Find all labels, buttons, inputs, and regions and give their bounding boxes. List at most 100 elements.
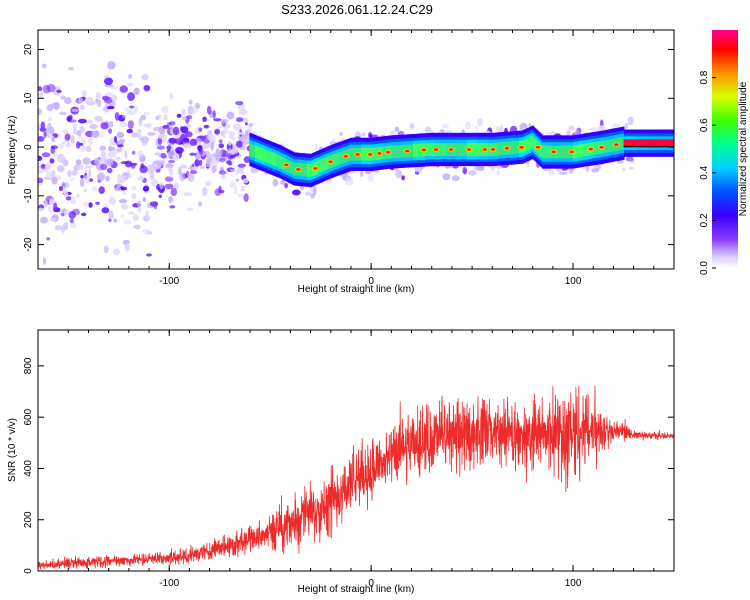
spectrogram-noise-cell (558, 171, 568, 175)
spectrogram-noise-cell (189, 152, 197, 156)
spectrogram-noise-cell (395, 169, 403, 179)
spectrogram-noise-cell (628, 166, 635, 170)
spectrogram-ridge-cell (391, 145, 394, 159)
spectrogram-ridge-cell (456, 143, 458, 156)
spectrogram-noise-cell (248, 123, 254, 127)
spectrogram-ridge-cell (268, 150, 271, 164)
spectrogram-noise-cell (128, 74, 133, 79)
spectrogram-noise-cell (50, 145, 59, 149)
spectrogram-ridge-cell (501, 142, 504, 155)
spectrogram-noise-cell (235, 178, 240, 182)
spectrogram-marks (38, 60, 674, 266)
spectrogram-ridge-cell (414, 144, 416, 157)
spectrogram-noise-cell (75, 164, 84, 170)
spectrogram-noise-cell (238, 109, 248, 116)
spectrogram-noise-cell (152, 126, 162, 132)
spectrogram-ridge-cell (266, 150, 269, 163)
spectrogram-ridge-cell (496, 142, 499, 156)
spectrogram-ridge-cell (534, 137, 536, 151)
spectrogram-ridge-cell (260, 147, 263, 161)
spectrogram-ridge-cell (608, 139, 611, 153)
spectrogram-peak-cell (504, 147, 510, 150)
spectrogram-ridge-cell (566, 145, 568, 159)
spectrogram-noise-cell (206, 105, 212, 115)
spectrogram-noise-cell (51, 136, 56, 143)
spectrogram-noise-cell (47, 116, 53, 122)
colorbar-ticks: 0.0 0.2 0.4 0.6 0.8 (699, 70, 716, 275)
spectrogram-ridge-cell (349, 148, 351, 162)
spectrogram-noise-cell (183, 137, 190, 143)
spectrogram-noise-cell (365, 170, 371, 175)
figure-title: S233.2026.061.12.24.C29 (281, 2, 433, 17)
spectrogram-ridge-cell (309, 164, 311, 177)
spectrogram-noise-cell (156, 160, 165, 166)
spectrogram-xlabel: Height of straight line (km) (298, 284, 415, 295)
spectrogram-ridge-cell (525, 139, 527, 152)
spectrogram-noise-cell (122, 114, 127, 119)
spectrogram-ridge-cell (350, 148, 352, 161)
spectrogram-noise-cell (58, 111, 68, 116)
spectrogram-noise-cell (284, 182, 288, 189)
spectrogram-noise-cell (150, 179, 158, 187)
spectrogram-ridge-cell (578, 144, 581, 158)
spectrogram-ridge-cell (304, 163, 307, 177)
spectrogram-peak-cell (519, 145, 524, 149)
spectrogram-ridge-cell (527, 138, 529, 151)
spectrogram-noise-cell (145, 210, 149, 219)
spectrogram-noise-cell (131, 163, 136, 169)
spectrogram-noise-cell (181, 108, 187, 116)
spectrogram-ridge-cell (301, 163, 304, 177)
spectrogram-ridge-cell (594, 142, 597, 155)
spectrogram-noise-cell (95, 92, 102, 99)
spectrogram-noise-cell (414, 165, 423, 173)
spectrogram-ridge-cell (560, 145, 562, 159)
spectrogram-xtick-label: 0 (368, 276, 374, 287)
spectrogram-noise-cell (526, 159, 530, 168)
spectrogram-noise-cell (211, 155, 216, 165)
spectrogram-ridge-cell (531, 136, 533, 149)
spectrogram-noise-cell (166, 145, 172, 151)
spectrogram-noise-cell (70, 196, 77, 205)
spectrogram-noise-cell (41, 163, 46, 169)
spectrogram-noise-cell (108, 128, 113, 134)
spectrogram-noise-cell (83, 188, 88, 193)
spectrogram-noise-cell (314, 143, 318, 153)
spectrogram-ridge-cell (362, 148, 365, 161)
spectrogram-ridge-cell (427, 143, 429, 157)
spectrogram-ridge-cell (558, 145, 560, 159)
spectrogram-noise-cell (56, 89, 62, 94)
spectrogram-noise-cell (103, 245, 109, 254)
spectrogram-noise-cell (237, 131, 244, 135)
spectrogram-noise-cell (42, 84, 51, 94)
spectrogram-noise-cell (134, 105, 138, 114)
spectrogram-noise-cell (96, 172, 106, 182)
spectrogram-ridge-cell (455, 143, 457, 156)
spectrogram-noise-cell (131, 132, 138, 138)
spectrogram-noise-cell (67, 170, 72, 178)
spectrogram-ridge-cell (549, 145, 551, 159)
spectrogram-ridge-cell (290, 161, 293, 174)
spectrogram-ridge-cell (255, 145, 258, 159)
spectrogram-noise-cell (79, 125, 85, 133)
spectrogram-ridge-cell (402, 144, 405, 158)
spectrogram-ridge-cell (463, 143, 465, 156)
spectrogram-noise-cell (203, 124, 209, 129)
spectrogram-ridge-cell (439, 143, 441, 156)
spectrogram-ridge-cell (278, 154, 281, 168)
spectrogram-noise-cell (591, 168, 599, 173)
spectrogram-ridge-cell (498, 142, 501, 156)
spectrogram-noise-cell (80, 175, 84, 179)
spectrogram-noise-cell (325, 181, 331, 185)
spectrogram-ridge-cell (511, 141, 514, 155)
spectrogram-noise-cell (180, 163, 187, 169)
spectrogram-ridge-cell (580, 144, 583, 157)
spectrogram-ridge-cell (261, 148, 264, 161)
snr-xtick-label: 0 (368, 578, 374, 589)
snr-xlabel: Height of straight line (km) (298, 584, 415, 595)
spectrogram-noise-cell (133, 224, 141, 230)
spectrogram-noise-cell (63, 191, 69, 198)
spectrogram-noise-cell (153, 201, 158, 210)
spectrogram-noise-cell (229, 180, 236, 188)
spectrogram-ridge-cell (411, 144, 414, 157)
